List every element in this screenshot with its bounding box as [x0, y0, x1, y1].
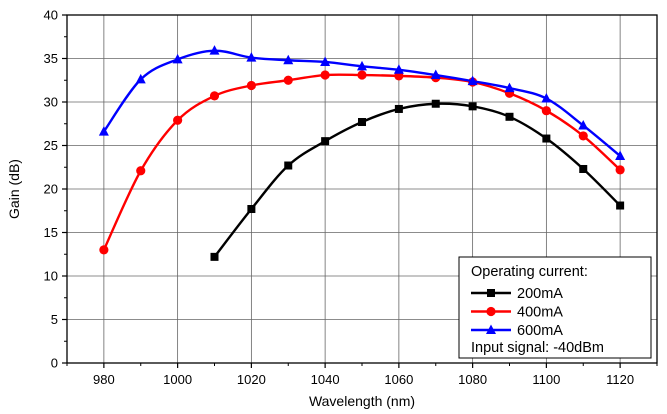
- x-tick-label: 1060: [384, 372, 413, 387]
- y-tick-label: 35: [44, 51, 58, 66]
- legend-header: Operating current:: [471, 264, 588, 280]
- data-point: [541, 106, 551, 116]
- data-point: [358, 118, 366, 127]
- data-point: [320, 70, 330, 80]
- legend-item-400mA: 400mA: [471, 305, 563, 321]
- x-axis-title: Wavelength (nm): [309, 393, 415, 409]
- data-point: [430, 69, 441, 80]
- x-tick-label: 980: [93, 372, 115, 387]
- data-point: [320, 56, 331, 66]
- data-point: [357, 70, 367, 80]
- data-point: [505, 112, 514, 121]
- data-point: [579, 164, 588, 173]
- data-point: [247, 205, 256, 214]
- data-point: [615, 150, 626, 160]
- legend-item-200mA: 200mA: [471, 286, 563, 302]
- legend-swatch-marker: [486, 324, 496, 334]
- data-point: [357, 60, 367, 71]
- data-point: [209, 91, 220, 101]
- data-point: [616, 201, 625, 210]
- x-tick-label: 1080: [458, 372, 487, 387]
- legend-label: 600mA: [517, 323, 563, 339]
- data-point: [321, 137, 330, 146]
- x-tick-label: 1040: [311, 372, 340, 387]
- y-tick-label: 20: [44, 182, 58, 197]
- y-tick-label: 0: [51, 356, 58, 371]
- x-tick-label: 1000: [163, 372, 192, 387]
- data-point: [136, 166, 146, 176]
- data-point: [615, 165, 625, 175]
- series-layer: [98, 45, 626, 261]
- data-point: [431, 99, 440, 108]
- data-point: [504, 82, 515, 93]
- y-tick-label: 25: [44, 138, 58, 153]
- y-tick-label: 30: [44, 95, 58, 110]
- legend-footer: Input signal: -40dBm: [471, 340, 604, 356]
- data-point: [578, 131, 588, 141]
- series-600mA: [98, 45, 626, 160]
- legend: Operating current: 200mA 400mA 600mA Input…: [458, 256, 652, 359]
- data-point: [468, 102, 477, 111]
- data-point: [467, 75, 478, 86]
- data-point: [393, 64, 404, 74]
- legend-item-600mA: 600mA: [471, 323, 563, 339]
- data-point: [98, 126, 109, 136]
- data-point: [246, 80, 256, 91]
- series-200mA: [210, 99, 625, 261]
- legend-swatch-marker: [486, 306, 496, 317]
- data-point: [135, 73, 146, 84]
- data-point: [209, 45, 220, 55]
- data-point: [173, 115, 183, 125]
- data-point: [284, 161, 293, 170]
- y-tick-label: 15: [44, 225, 58, 240]
- data-point: [246, 52, 257, 62]
- y-tick-label: 5: [51, 312, 58, 327]
- y-tick-label: 10: [44, 269, 58, 284]
- data-point: [283, 75, 293, 85]
- data-point: [394, 104, 403, 113]
- data-point: [283, 54, 294, 65]
- x-tick-label: 1120: [606, 372, 634, 387]
- data-point: [210, 252, 219, 261]
- data-point: [541, 93, 552, 103]
- x-tick-label: 1020: [237, 372, 266, 387]
- legend-items: 200mA 400mA 600mA: [471, 286, 563, 339]
- data-point: [172, 53, 183, 64]
- axis-ticks: 980 1000 1020 1040 1060 1080 1100 1120 0 5 10 15 20 2…: [44, 8, 658, 387]
- data-point: [99, 245, 109, 255]
- y-tick-label: 40: [44, 8, 58, 23]
- legend-label: 400mA: [517, 305, 563, 321]
- x-tick-label: 1100: [532, 372, 560, 387]
- data-point: [578, 119, 589, 130]
- data-point: [542, 134, 551, 143]
- legend-swatch-marker: [487, 289, 495, 297]
- legend-label: 200mA: [517, 286, 563, 302]
- y-axis-title: Gain (dB): [6, 159, 22, 219]
